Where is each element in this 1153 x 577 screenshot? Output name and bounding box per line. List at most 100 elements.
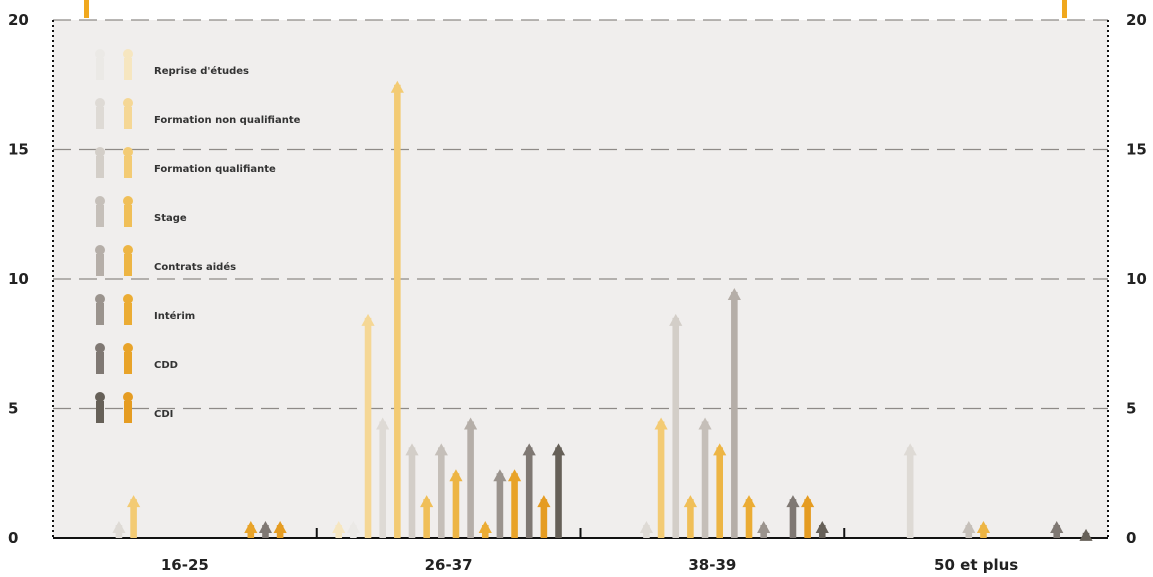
legend-woman-head — [123, 147, 133, 157]
bar-head — [434, 443, 448, 456]
legend-woman-head — [123, 98, 133, 108]
bar-head — [1079, 528, 1093, 541]
y-tick-label-left: 20 — [8, 11, 29, 29]
bar-head — [1050, 521, 1064, 534]
bar-head — [493, 469, 507, 482]
y-tick-label-left: 15 — [8, 141, 29, 159]
y-tick-label-right: 20 — [1126, 11, 1147, 29]
legend-woman-head — [123, 343, 133, 353]
legend-man-icon — [96, 401, 104, 423]
legend-man-icon — [96, 352, 104, 374]
legend-man-icon — [96, 107, 104, 129]
bar — [657, 421, 665, 538]
legend-woman-head — [123, 392, 133, 402]
bar-head — [537, 495, 551, 508]
bar-head — [273, 521, 287, 534]
corner-mark-right — [1062, 0, 1067, 18]
legend-man-head — [95, 49, 105, 59]
bar — [672, 317, 680, 538]
bar — [452, 473, 460, 538]
bar-head — [698, 417, 712, 430]
bar — [789, 499, 797, 538]
legend-label: Contrats aidés — [154, 261, 236, 273]
y-tick-label-left: 0 — [8, 529, 18, 547]
bar-head — [478, 521, 492, 534]
legend-label: CDI — [154, 409, 173, 420]
legend-label: Formation qualifiante — [154, 164, 276, 175]
y-tick-label-right: 0 — [1126, 529, 1136, 547]
bar — [364, 317, 372, 538]
bar-head — [346, 521, 360, 534]
legend-item: Intérim — [95, 294, 195, 325]
legend-man-head — [95, 245, 105, 255]
legend-man-icon — [96, 303, 104, 325]
bar-head — [962, 521, 976, 534]
legend-man-icon — [96, 58, 104, 80]
bar-head — [654, 417, 668, 430]
corner-mark-left — [84, 0, 89, 18]
legend-woman-icon — [124, 58, 132, 80]
bar-head — [126, 495, 141, 508]
bar — [525, 447, 533, 538]
legend-item: Contrats aidés — [95, 245, 236, 276]
bar-head — [727, 287, 741, 300]
legend-label: Stage — [154, 213, 187, 224]
legend-man-head — [95, 294, 105, 304]
bar — [716, 447, 723, 538]
y-tick-labels-right: 0 5 10 15 20 — [1126, 11, 1147, 547]
legend-man-head — [95, 196, 105, 206]
bar — [745, 499, 753, 538]
legend-woman-icon — [124, 156, 132, 178]
bar — [555, 447, 562, 538]
legend-woman-head — [123, 49, 133, 59]
bar-head — [815, 521, 829, 534]
bar — [731, 291, 738, 538]
axes — [52, 20, 1109, 539]
legend-label: Reprise d'études — [154, 65, 249, 77]
legend-man-icon — [96, 254, 104, 276]
bar-head — [683, 495, 697, 508]
legend-woman-icon — [124, 205, 132, 227]
y-tick-labels-left: 0 5 10 15 20 — [8, 11, 29, 547]
y-tick-label-right: 5 — [1126, 400, 1136, 418]
legend-item: CDD — [95, 343, 178, 374]
legend-woman-icon — [124, 254, 132, 276]
legend-label: Intérim — [154, 310, 195, 322]
bar-head — [420, 495, 434, 508]
bar-head — [332, 521, 346, 534]
bar — [511, 473, 518, 538]
y-tick-label-right: 10 — [1126, 270, 1147, 288]
bar-head — [669, 313, 683, 326]
bar-head — [244, 521, 258, 534]
bar-head — [507, 469, 522, 482]
bar — [408, 447, 416, 538]
bar-head — [361, 313, 375, 326]
bar-head — [376, 417, 390, 430]
legend-woman-icon — [124, 352, 132, 374]
y-tick-label-left: 5 — [8, 400, 18, 418]
bar-head — [801, 495, 815, 508]
bar-head — [903, 443, 917, 456]
legend-man-head — [95, 98, 105, 108]
y-tick-label-right: 15 — [1126, 141, 1147, 159]
legend-man-head — [95, 343, 105, 353]
bar — [687, 499, 694, 538]
bar-head — [713, 443, 727, 456]
y-tick-label-left: 10 — [8, 270, 29, 288]
legend-woman-icon — [124, 401, 132, 423]
bar-head — [258, 521, 273, 534]
bar — [540, 499, 548, 538]
bar-head — [405, 443, 419, 456]
bar-head — [449, 469, 463, 482]
bar — [394, 84, 401, 538]
x-category-labels: 16-25 26-37 38-39 50 et plus — [161, 556, 1018, 574]
legend-item: Stage — [95, 196, 187, 227]
grid-lines — [53, 19, 1108, 410]
bar — [467, 421, 474, 538]
bar — [423, 499, 430, 538]
legend-item: CDI — [95, 392, 173, 423]
legend-woman-head — [123, 294, 133, 304]
x-category-label: 26-37 — [425, 556, 473, 574]
